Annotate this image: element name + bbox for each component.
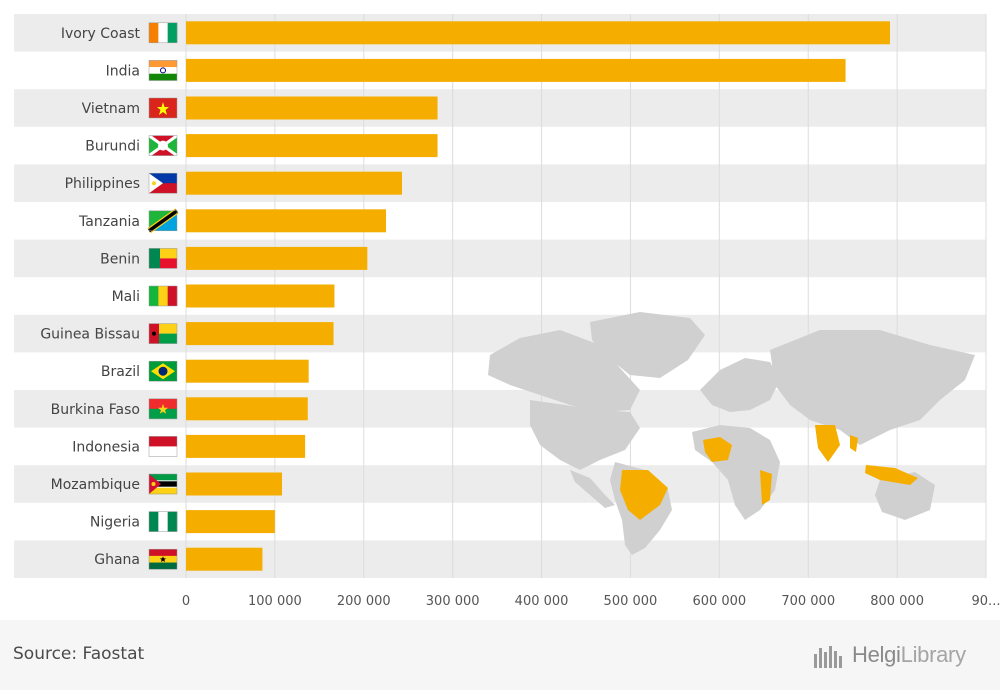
bar (186, 510, 275, 534)
bar (186, 21, 890, 45)
category-label: Vietnam (82, 101, 140, 117)
category-label: Ghana (94, 552, 140, 568)
logo-light: Library (900, 642, 966, 667)
city-skyline-icon (814, 646, 842, 668)
nigeria-flag-icon (148, 511, 178, 532)
burkina-faso-flag-icon (148, 398, 178, 420)
bar (186, 209, 386, 233)
bar (186, 397, 308, 421)
mozambique-flag-icon (148, 473, 178, 495)
category-label: Philippines (65, 176, 140, 192)
ghana-flag-icon (148, 548, 178, 570)
guinea-bissau-flag-icon (148, 323, 178, 344)
category-label: Mali (112, 289, 140, 305)
burundi-flag-icon (148, 134, 178, 157)
logo-text: HelgiLibrary (852, 642, 966, 668)
x-tick-label: 300 000 (426, 594, 480, 609)
bar (186, 246, 368, 270)
category-label: Indonesia (72, 439, 140, 455)
x-tick-label: 500 000 (604, 594, 658, 609)
bar (186, 96, 438, 120)
world-map (488, 312, 975, 555)
chart-area: Ivory Coast India Vietnam Burundi Philippine… (14, 14, 1000, 609)
mali-flag-icon (148, 285, 178, 307)
helgi-library-logo: HelgiLibrary (812, 640, 966, 670)
x-tick-label: 400 000 (515, 594, 569, 609)
bar-chart: Ivory Coast India Vietnam Burundi Philippine… (14, 14, 1000, 609)
bar (186, 547, 263, 571)
logo-bold: Helgi (852, 642, 901, 667)
category-label: Brazil (101, 364, 140, 380)
indonesia-flag-icon (148, 436, 178, 457)
bar (186, 472, 282, 496)
x-tick-label: 200 000 (337, 594, 391, 609)
x-tick-label: 800 000 (870, 594, 924, 609)
category-label: Tanzania (78, 214, 140, 230)
category-label: Burkina Faso (51, 402, 140, 418)
india-flag-icon (148, 60, 178, 81)
category-label: Burundi (85, 139, 140, 155)
benin-flag-icon (148, 248, 178, 269)
bar (186, 134, 438, 158)
bar (186, 171, 402, 195)
x-tick-label: 700 000 (781, 594, 835, 609)
category-label: Benin (100, 251, 140, 267)
category-label: India (106, 63, 140, 79)
x-tick-label: 600 000 (692, 594, 746, 609)
bar (186, 434, 306, 458)
category-label: Nigeria (90, 515, 140, 531)
category-label: Ivory Coast (61, 26, 141, 42)
bar (186, 359, 309, 383)
x-tick-label: 90... (972, 594, 1000, 609)
category-label: Mozambique (51, 477, 140, 493)
x-tick-label: 0 (182, 594, 190, 609)
ivory-coast-flag-icon (148, 22, 178, 44)
philippines-flag-icon (148, 172, 178, 194)
vietnam-flag-icon (148, 97, 178, 119)
bar (186, 284, 335, 308)
tanzania-flag-icon (147, 208, 179, 234)
category-label: Guinea Bissau (40, 327, 140, 343)
bar (186, 322, 334, 346)
bar (186, 58, 846, 82)
brazil-flag-icon (148, 360, 178, 382)
x-tick-label: 100 000 (248, 594, 302, 609)
source-note: Source: Faostat (13, 644, 145, 664)
